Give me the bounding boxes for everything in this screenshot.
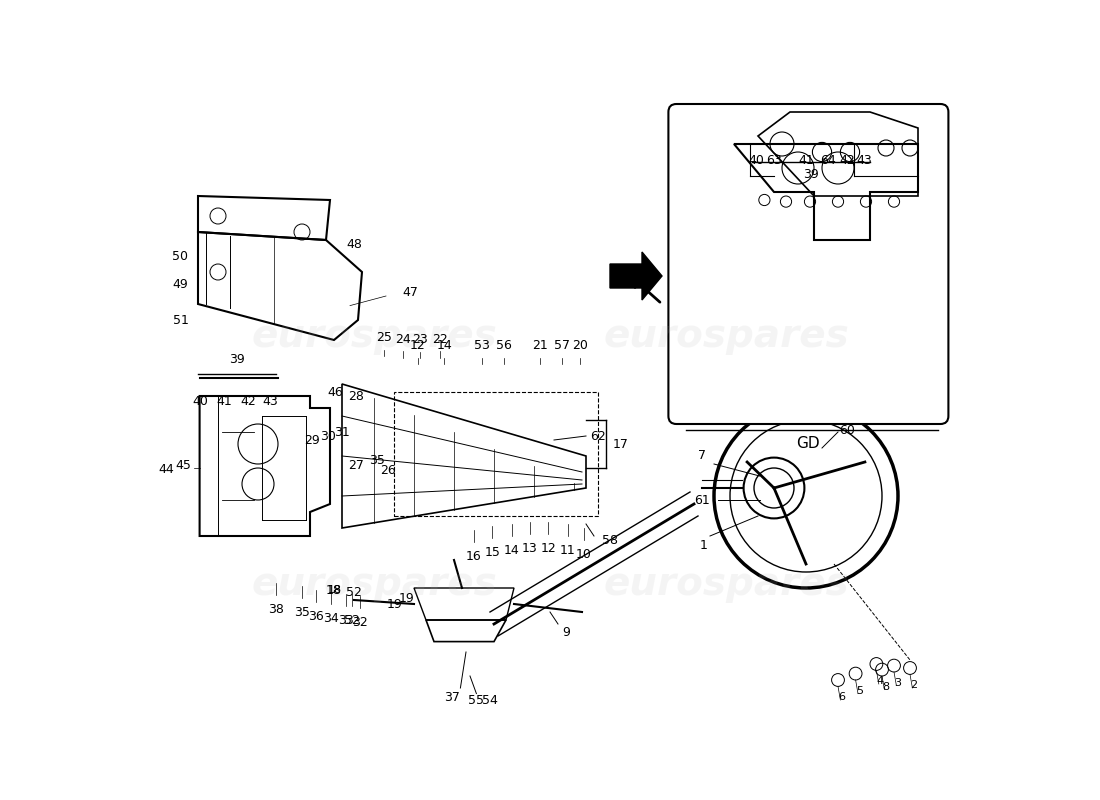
Text: 27: 27: [349, 459, 364, 472]
Text: 12: 12: [410, 339, 426, 352]
Text: 40: 40: [192, 395, 208, 408]
Text: 52: 52: [346, 586, 362, 598]
Text: eurospares: eurospares: [603, 317, 849, 355]
Text: eurospares: eurospares: [251, 565, 497, 603]
Text: 20: 20: [572, 339, 588, 352]
Text: 39: 39: [229, 354, 245, 366]
Text: 19: 19: [386, 598, 402, 610]
Text: 14: 14: [504, 544, 519, 557]
Text: 40: 40: [748, 154, 764, 166]
Text: 55: 55: [469, 694, 484, 706]
Text: 15: 15: [484, 546, 500, 559]
Text: 11: 11: [560, 544, 575, 557]
Text: 45: 45: [176, 459, 191, 472]
Text: 56: 56: [496, 339, 513, 352]
Text: 35: 35: [294, 606, 310, 618]
Text: 14: 14: [437, 339, 452, 352]
Text: 35: 35: [370, 454, 385, 466]
Text: 57: 57: [554, 339, 570, 352]
Text: 16: 16: [466, 550, 482, 562]
Text: 10: 10: [575, 548, 592, 561]
Text: 52: 52: [343, 614, 360, 627]
Text: 36: 36: [308, 610, 324, 622]
Text: 2: 2: [911, 680, 917, 690]
Text: 18: 18: [326, 584, 342, 597]
Text: 51: 51: [173, 314, 188, 326]
Text: 41: 41: [799, 154, 814, 166]
Text: 3: 3: [894, 678, 902, 687]
Text: 9: 9: [562, 626, 570, 638]
Text: 12: 12: [540, 542, 557, 554]
Text: 22: 22: [432, 333, 449, 346]
Text: 23: 23: [412, 334, 428, 346]
Text: 61: 61: [694, 494, 710, 506]
Text: 18: 18: [328, 585, 342, 594]
Text: 54: 54: [482, 694, 498, 706]
Text: 5: 5: [856, 686, 864, 695]
Text: 63: 63: [766, 154, 782, 166]
Text: 50: 50: [173, 250, 188, 262]
Text: 21: 21: [532, 339, 548, 352]
Text: 1: 1: [700, 539, 707, 552]
Text: 49: 49: [173, 278, 188, 290]
Text: 33: 33: [338, 614, 354, 626]
Text: 34: 34: [323, 612, 339, 625]
Text: 43: 43: [857, 154, 872, 166]
Bar: [394, 392, 598, 516]
Text: 47: 47: [402, 286, 418, 298]
Text: 32: 32: [352, 616, 368, 629]
Text: 39: 39: [803, 168, 818, 181]
Text: 53: 53: [474, 339, 490, 352]
Text: 60: 60: [839, 424, 856, 437]
Text: 7: 7: [698, 450, 706, 462]
Text: 44: 44: [158, 463, 174, 476]
Text: 25: 25: [376, 331, 392, 344]
Text: 24: 24: [395, 333, 410, 346]
Text: 46: 46: [328, 386, 343, 398]
Text: 28: 28: [349, 390, 364, 402]
Text: 19: 19: [398, 592, 414, 605]
Text: 64: 64: [821, 154, 836, 166]
Text: 38: 38: [268, 603, 284, 616]
Text: 42: 42: [839, 154, 856, 166]
Text: 6: 6: [838, 692, 846, 702]
Text: 4: 4: [877, 676, 884, 686]
Text: 30: 30: [320, 430, 336, 442]
Text: 13: 13: [522, 542, 538, 554]
Text: 41: 41: [217, 395, 232, 408]
Text: 62: 62: [590, 430, 606, 442]
FancyBboxPatch shape: [669, 104, 948, 424]
Text: 42: 42: [241, 395, 256, 408]
Text: eurospares: eurospares: [603, 565, 849, 603]
Text: 58: 58: [602, 534, 618, 546]
Text: GD: GD: [795, 436, 820, 451]
Text: 29: 29: [304, 434, 320, 446]
Text: 26: 26: [381, 464, 396, 477]
Text: eurospares: eurospares: [251, 317, 497, 355]
Text: 8: 8: [882, 682, 890, 691]
Text: 37: 37: [444, 691, 460, 704]
Text: 48: 48: [346, 238, 362, 250]
Text: 43: 43: [262, 395, 278, 408]
Polygon shape: [610, 252, 662, 300]
Text: 17: 17: [613, 438, 628, 450]
Text: 31: 31: [334, 426, 350, 438]
